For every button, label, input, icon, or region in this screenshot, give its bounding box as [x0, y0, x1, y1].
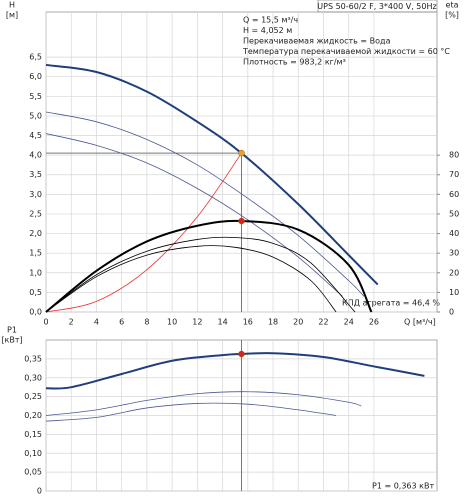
- y-tick-label: 4,5: [29, 131, 42, 140]
- y2-tick-label: 20: [449, 268, 459, 277]
- x-axis-label: Q [м³/ч]: [404, 318, 436, 327]
- x-tick-label: 24: [344, 318, 354, 327]
- y2-tick-label: 10: [449, 288, 459, 297]
- y-tick-label: 0,0: [29, 308, 42, 317]
- x-tick-label: 10: [167, 318, 177, 327]
- y-tick-label: 3,0: [29, 190, 42, 199]
- y-tick-label: 6,0: [29, 72, 42, 81]
- efficiency-label: КПД агрегата = 46,4 %: [342, 299, 440, 308]
- y-axis-label: H: [9, 1, 15, 10]
- y-axis-label: P1: [7, 326, 17, 335]
- y-tick-label: 1,5: [29, 249, 42, 258]
- x-tick-label: 14: [217, 318, 227, 327]
- curve: [45, 219, 373, 313]
- y-tick-label: 5,0: [29, 111, 42, 120]
- y-tick-label: 0,20: [24, 411, 42, 420]
- info-text: Плотность = 983,2 кг/м³: [243, 58, 346, 67]
- curve: [45, 236, 356, 313]
- x-tick-label: 16: [243, 318, 253, 327]
- info-text: Температура перекачиваемой жидкости = 60…: [242, 47, 450, 56]
- y2-axis-unit: [%]: [445, 11, 459, 20]
- y2-tick-label: 80: [449, 151, 459, 160]
- x-tick-label: 22: [318, 318, 328, 327]
- curve: [45, 352, 425, 390]
- curve: [45, 111, 365, 297]
- y-tick-label: 0,10: [24, 449, 42, 458]
- y-tick-label: 0,25: [24, 392, 42, 401]
- y-tick-label: 1,0: [29, 268, 42, 277]
- info-text: P1 = 0,363 кВт: [372, 482, 434, 491]
- curve: [45, 245, 337, 313]
- y2-tick-label: 60: [449, 190, 459, 199]
- operating-point: [238, 217, 245, 225]
- y2-tick-label: 30: [449, 249, 459, 258]
- y2-tick-label: 50: [449, 209, 459, 218]
- x-tick-label: 26: [369, 318, 379, 327]
- y-tick-label: 0,05: [24, 468, 42, 477]
- x-tick-label: 2: [69, 318, 74, 327]
- y-tick-label: 5,5: [29, 92, 42, 101]
- operating-point: [238, 350, 245, 358]
- y2-tick-label: 70: [449, 170, 459, 179]
- y-tick-label: 0,30: [24, 373, 42, 382]
- y-axis-unit: [м]: [6, 11, 18, 20]
- x-tick-label: 18: [268, 318, 278, 327]
- x-tick-label: 12: [192, 318, 202, 327]
- info-text: H = 4,052 м: [243, 26, 292, 35]
- y-tick-label: 2,0: [29, 229, 42, 238]
- y-tick-label: 3,5: [29, 170, 42, 179]
- curve: [45, 391, 362, 416]
- y-tick-label: 0,15: [24, 430, 42, 439]
- x-tick-label: 6: [119, 318, 124, 327]
- x-tick-label: 8: [144, 318, 149, 327]
- y-tick-label: 0: [37, 487, 42, 496]
- chart-title: UPS 50-60/2 F, 3*400 V, 50Hz: [317, 2, 436, 11]
- y-tick-label: 4,0: [29, 151, 42, 160]
- y-tick-label: 6,5: [29, 53, 42, 62]
- x-tick-label: 4: [94, 318, 99, 327]
- curve: [45, 63, 379, 286]
- info-text: Q = 15,5 м³/ч: [243, 16, 298, 25]
- curve: [45, 152, 242, 313]
- y-axis-unit: [кВт]: [1, 336, 22, 345]
- curve: [45, 133, 343, 297]
- curve: [45, 402, 337, 422]
- x-tick-label: 0: [43, 318, 48, 327]
- y2-tick-label: 40: [449, 229, 459, 238]
- y2-axis-label: eta: [446, 1, 459, 10]
- info-text: Перекачиваемая жидкость = Вода: [243, 37, 391, 46]
- x-tick-label: 20: [293, 318, 303, 327]
- operating-point: [238, 149, 245, 157]
- y-tick-label: 0,35: [24, 354, 42, 363]
- y-tick-label: 0,5: [29, 288, 42, 297]
- y-tick-label: 2,5: [29, 209, 42, 218]
- y2-tick-label: 0: [449, 308, 454, 317]
